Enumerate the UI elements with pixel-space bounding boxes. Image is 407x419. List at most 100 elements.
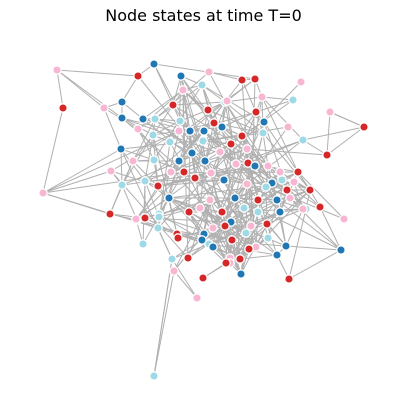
graph-node-pink xyxy=(289,177,299,187)
graph-node-pink xyxy=(283,122,293,132)
graph-edge xyxy=(56,69,64,109)
graph-edge xyxy=(56,69,105,109)
graph-node-dark-blue xyxy=(208,242,218,252)
graph-node-light-blue xyxy=(253,207,263,217)
graph-node-light-blue xyxy=(150,114,160,124)
graph-node-pink xyxy=(215,147,225,157)
graph-node-dark-blue xyxy=(187,148,197,158)
graph-edge xyxy=(153,159,185,173)
graph-node-red xyxy=(58,103,68,113)
graph-edge xyxy=(189,101,226,132)
graph-node-red xyxy=(140,213,150,223)
graph-node-pink xyxy=(298,204,308,214)
graph-edge xyxy=(266,208,304,225)
graph-node-red xyxy=(198,273,208,283)
graph-edge xyxy=(110,170,159,187)
graph-node-dark-blue xyxy=(250,161,260,171)
node-layer xyxy=(38,59,369,381)
graph-edge xyxy=(285,208,304,247)
graph-edge xyxy=(42,170,112,194)
graph-edge xyxy=(42,192,111,215)
graph-node-light-blue xyxy=(117,180,127,190)
graph-edge xyxy=(224,225,250,250)
graph-node-red xyxy=(226,139,236,149)
graph-node-dark-blue xyxy=(217,122,227,132)
graph-node-light-blue xyxy=(154,212,164,222)
graph-node-light-blue xyxy=(167,254,177,264)
graph-edge xyxy=(201,239,287,247)
graph-node-light-blue xyxy=(148,130,158,140)
graph-edge xyxy=(154,71,210,120)
graph-node-light-blue xyxy=(149,371,159,381)
graph-edge xyxy=(121,184,138,221)
graph-edge xyxy=(326,111,331,156)
graph-node-red xyxy=(173,233,183,243)
graph-edge xyxy=(254,165,304,210)
graph-node-pink xyxy=(99,103,109,113)
graph-edge xyxy=(229,211,281,259)
graph-edge xyxy=(285,245,342,251)
graph-node-light-blue xyxy=(277,175,287,185)
graph-edge xyxy=(121,75,139,103)
graph-node-dark-blue xyxy=(281,241,291,251)
graph-node-red xyxy=(244,244,254,254)
graph-edge xyxy=(297,171,345,220)
graph-edge xyxy=(110,130,180,172)
graph-edge xyxy=(172,75,182,106)
graph-node-dark-blue xyxy=(185,126,195,136)
graph-node-red xyxy=(235,254,245,264)
graph-edge xyxy=(288,249,342,280)
graph-node-light-blue xyxy=(165,137,175,147)
graph-node-pink xyxy=(339,214,349,224)
graph-edge xyxy=(262,132,269,167)
graph-edge xyxy=(302,126,365,141)
graph-edge xyxy=(178,122,215,132)
graph-edge xyxy=(261,96,294,101)
graph-edge xyxy=(171,243,210,260)
graph-edge xyxy=(142,89,184,120)
graph-edge xyxy=(247,139,304,164)
graph-node-dark-blue xyxy=(236,269,246,279)
graph-edge xyxy=(157,179,225,187)
graph-node-red xyxy=(322,150,332,160)
graph-edge xyxy=(199,160,206,209)
graph-node-light-blue xyxy=(263,233,273,243)
graph-node-pink xyxy=(208,223,218,233)
graph-node-red xyxy=(209,118,219,128)
graph-edge xyxy=(153,258,173,377)
graph-node-dark-blue xyxy=(164,193,174,203)
graph-node-pink xyxy=(169,266,179,276)
graph-edge xyxy=(212,183,248,248)
graph-edge xyxy=(265,186,345,220)
graph-edge xyxy=(288,208,307,280)
graph-node-dark-blue xyxy=(138,114,148,124)
graph-node-light-blue xyxy=(138,239,148,249)
graph-edge xyxy=(178,130,205,162)
graph-edge xyxy=(262,132,311,191)
graph-edge xyxy=(109,184,123,215)
graph-edge xyxy=(153,270,175,377)
graph-node-pink xyxy=(174,126,184,136)
graph-node-red xyxy=(168,100,178,110)
graph-node-red xyxy=(262,219,272,229)
graph-edge xyxy=(261,96,299,173)
graph-node-red xyxy=(183,253,193,263)
graph-node-red xyxy=(251,107,261,117)
graph-edge xyxy=(189,130,206,162)
graph-node-pink xyxy=(38,188,48,198)
graph-edge xyxy=(234,148,248,199)
graph-node-light-blue xyxy=(298,135,308,145)
graph-node-light-blue xyxy=(153,223,163,233)
graph-edge xyxy=(208,71,243,81)
graph-edge xyxy=(142,180,146,245)
graph-edge xyxy=(204,148,248,162)
graph-edge xyxy=(248,211,259,250)
graph-node-dark-blue xyxy=(230,193,240,203)
graph-edge xyxy=(56,69,139,77)
graph-node-red xyxy=(184,207,194,217)
graph-edge xyxy=(203,181,295,235)
graph-edge xyxy=(42,130,180,194)
graph-edge xyxy=(208,243,278,256)
graph-edge xyxy=(172,101,226,106)
